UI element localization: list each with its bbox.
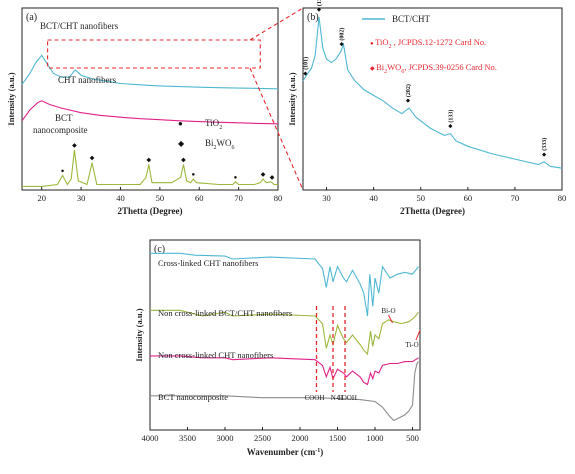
series-label: Cross-linked CHT nanofibers [158,258,258,268]
series-line-2 [22,149,278,187]
peak-label: (333) [541,138,548,151]
x-tick-label: 60 [195,193,204,203]
peak-label: (101) [302,57,309,70]
x-tick-label: 1500 [329,433,346,443]
panel-label: (c) [154,244,165,255]
x-tick-label: 20 [37,193,46,203]
x-tick-label: 30 [77,193,86,203]
peak-marker: ◆ [147,158,152,164]
peak-marker: ◆ [303,71,308,77]
peak-marker: ● [192,172,196,178]
peak-marker: ◆ [270,175,275,181]
x-tick-label: 1000 [367,433,384,443]
x-tick-label: 3500 [179,433,196,443]
x-tick-label: 50 [416,193,425,203]
series-line-0 [150,252,419,317]
legend-label: TiO2 [205,118,222,131]
peak-label: (002) [339,28,346,41]
zoom-box [47,39,261,69]
x-axis-label: 2Thetta (Degree) [117,206,182,216]
x-axis-label: Wavenumber (cm-1) [247,447,324,457]
panel-a-frame [21,7,279,191]
x-tick-label: 80 [558,193,567,203]
zoom-connector [249,67,304,191]
peak-marker: ◆ [448,124,453,130]
x-tick-label: 80 [274,193,283,203]
series-label: BCT [55,113,73,123]
series-line-1 [150,309,419,356]
legend-label: Bi2WO6 [205,138,235,151]
legend-marker: ● [178,119,183,128]
y-axis-label: Intensity (a.u.) [6,72,16,125]
peak-marker: ◆ [261,172,266,178]
peak-label: (133) [447,110,454,123]
peak-marker: ◆ [181,158,186,164]
panel-a: 20 30 40 50 60 70 80 2Thetta (Degree) Intensity … [6,7,283,216]
panel-c-frame [149,239,421,431]
x-tick-label: 30 [322,193,331,203]
peak-marker: ◆ [317,7,322,13]
x-tick-label: 2500 [254,433,271,443]
panel-label: (b) [307,12,319,23]
series-label: CHT nanofibers [58,75,117,85]
peak-marker: ◆ [90,156,95,162]
x-tick-label: 60 [464,193,473,203]
panel-b-frame [302,7,563,191]
band-label: COOH [337,394,357,402]
band-arrow [388,314,393,324]
series-line-3 [150,361,419,422]
series-line-2 [150,355,419,386]
panel-b: 30 40 50 60 70 80 2Thetta (Degree) Intensity (a… [287,0,566,216]
series-line-1 [21,100,279,125]
y-axis-label: Intensity (a.u.) [134,308,144,361]
legend-label: BCT/CHT [392,14,431,24]
band-label: Bi-O [382,307,396,315]
x-tick-label: 40 [116,193,125,203]
peak-marker: ● [61,168,65,174]
series-label: BCT nanocomposite [158,392,228,402]
series-label: BCT/CHT nanofibers [40,21,119,31]
x-tick-label: 500 [406,433,419,443]
x-axis-label: 2Thetta (Degree) [400,206,465,216]
legend-marker: ◆ [178,139,185,148]
x-tick-label: 50 [156,193,165,203]
legend-label: ◆ Bi2WO6, JCPDS.39-0256 Card No. [370,62,497,75]
panel-c: 4000 3500 3000 2500 2000 1500 1000 500 Wavenumbe… [134,239,421,457]
series-label: Non cross-linked BCT/CHT nanofibers [158,308,292,318]
series-line-0 [302,17,563,169]
series-line-0 [21,54,279,90]
x-tick-label: 4000 [142,433,159,443]
zoom-connector [249,7,304,41]
band-arrow [415,329,421,341]
band-label: N-H [331,394,343,402]
series-label: nanocomposite [33,125,88,135]
x-tick-label: 3000 [217,433,234,443]
peak-marker: ◆ [72,143,77,149]
y-axis-label: Intensity (a.u.) [287,72,297,125]
x-tick-label: 40 [369,193,378,203]
band-label: Ti-O [405,341,418,349]
legend-label: ● TiO2 , JCPDS.12-1272 Card No. [370,37,486,50]
x-tick-label: 70 [511,193,520,203]
x-tick-label: 2000 [292,433,309,443]
band-label: COOH [305,394,325,402]
zoom-connectors [249,7,304,191]
x-tick-label: 70 [234,193,243,203]
peak-label: (202) [405,84,412,97]
peak-marker: ◆ [339,42,344,48]
panel-label: (a) [26,12,37,23]
peak-label: (131) [316,0,323,6]
peak-marker: ◆ [406,98,411,104]
peak-marker: ◆ [542,152,547,158]
series-label: Non cross-linked CHT nanofibers [158,350,273,360]
peak-marker: ● [234,175,238,181]
